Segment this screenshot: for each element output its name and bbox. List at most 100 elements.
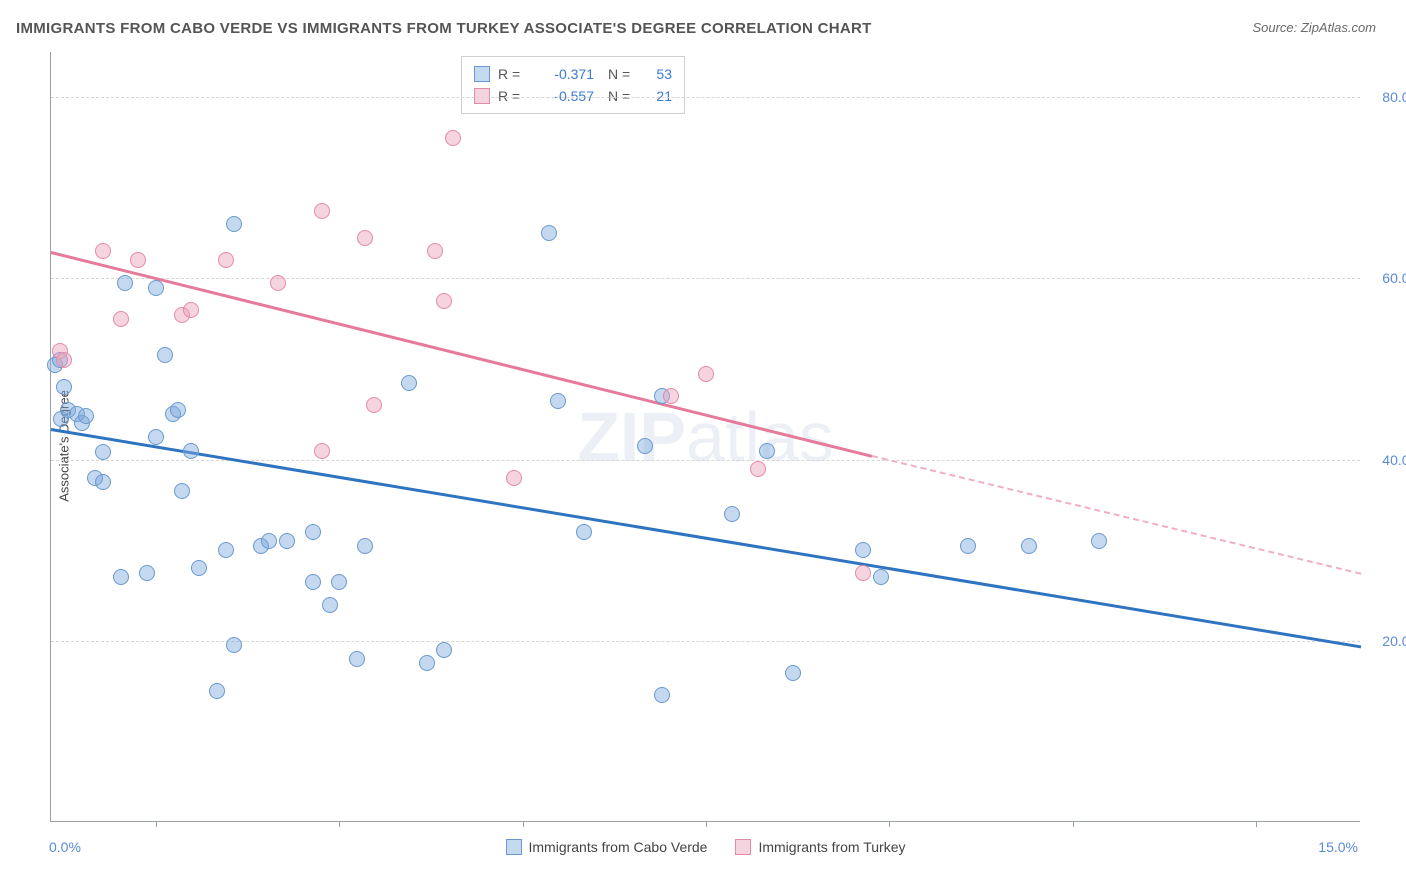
point-turkey — [698, 366, 714, 382]
n-label: N = — [608, 88, 634, 104]
point-cabo-verde — [855, 542, 871, 558]
point-cabo-verde — [550, 393, 566, 409]
point-turkey — [436, 293, 452, 309]
point-cabo-verde — [279, 533, 295, 549]
legend-label: Immigrants from Cabo Verde — [529, 839, 708, 855]
point-cabo-verde — [170, 402, 186, 418]
point-cabo-verde — [148, 429, 164, 445]
point-cabo-verde — [960, 538, 976, 554]
swatch-blue-icon — [474, 66, 490, 82]
point-cabo-verde — [419, 655, 435, 671]
legend-item-turkey: Immigrants from Turkey — [735, 839, 905, 855]
n-value-pink: 21 — [642, 88, 672, 104]
trend-line — [51, 428, 1361, 648]
point-cabo-verde — [148, 280, 164, 296]
y-tick-label: 40.0% — [1382, 452, 1406, 468]
point-turkey — [314, 443, 330, 459]
gridline-h — [51, 97, 1360, 98]
point-cabo-verde — [349, 651, 365, 667]
point-cabo-verde — [226, 216, 242, 232]
swatch-blue-icon — [506, 839, 522, 855]
y-tick-label: 80.0% — [1382, 89, 1406, 105]
point-cabo-verde — [95, 474, 111, 490]
point-cabo-verde — [218, 542, 234, 558]
point-cabo-verde — [78, 408, 94, 424]
point-turkey — [855, 565, 871, 581]
point-cabo-verde — [322, 597, 338, 613]
r-label: R = — [498, 66, 526, 82]
point-cabo-verde — [183, 443, 199, 459]
point-turkey — [445, 130, 461, 146]
point-cabo-verde — [56, 379, 72, 395]
swatch-pink-icon — [474, 88, 490, 104]
point-turkey — [218, 252, 234, 268]
point-turkey — [427, 243, 443, 259]
chart-title: IMMIGRANTS FROM CABO VERDE VS IMMIGRANTS… — [16, 20, 872, 37]
n-value-blue: 53 — [642, 66, 672, 82]
legend-item-cabo-verde: Immigrants from Cabo Verde — [506, 839, 708, 855]
y-tick-label: 60.0% — [1382, 270, 1406, 286]
trend-line — [872, 455, 1362, 575]
x-tick — [1073, 821, 1074, 827]
swatch-pink-icon — [735, 839, 751, 855]
point-cabo-verde — [191, 560, 207, 576]
point-turkey — [56, 352, 72, 368]
point-turkey — [183, 302, 199, 318]
point-cabo-verde — [305, 524, 321, 540]
point-cabo-verde — [541, 225, 557, 241]
x-tick — [1256, 821, 1257, 827]
x-tick — [156, 821, 157, 827]
point-turkey — [366, 397, 382, 413]
point-cabo-verde — [1021, 538, 1037, 554]
legend-row-blue: R = -0.371 N = 53 — [474, 63, 672, 85]
correlation-legend: R = -0.371 N = 53 R = -0.557 N = 21 — [461, 56, 685, 114]
point-cabo-verde — [139, 565, 155, 581]
point-cabo-verde — [576, 524, 592, 540]
point-turkey — [314, 203, 330, 219]
point-cabo-verde — [654, 687, 670, 703]
point-cabo-verde — [637, 438, 653, 454]
point-cabo-verde — [226, 637, 242, 653]
point-cabo-verde — [305, 574, 321, 590]
point-cabo-verde — [759, 443, 775, 459]
point-cabo-verde — [113, 569, 129, 585]
point-cabo-verde — [724, 506, 740, 522]
r-value-pink: -0.557 — [534, 88, 594, 104]
point-cabo-verde — [117, 275, 133, 291]
point-cabo-verde — [261, 533, 277, 549]
point-cabo-verde — [209, 683, 225, 699]
point-turkey — [750, 461, 766, 477]
x-tick — [889, 821, 890, 827]
x-tick — [523, 821, 524, 827]
point-turkey — [663, 388, 679, 404]
point-cabo-verde — [357, 538, 373, 554]
source-label: Source: ZipAtlas.com — [1252, 20, 1376, 35]
x-tick — [339, 821, 340, 827]
trend-line — [51, 251, 873, 457]
point-turkey — [130, 252, 146, 268]
x-tick — [706, 821, 707, 827]
point-cabo-verde — [436, 642, 452, 658]
point-cabo-verde — [785, 665, 801, 681]
point-cabo-verde — [174, 483, 190, 499]
point-cabo-verde — [331, 574, 347, 590]
point-turkey — [357, 230, 373, 246]
point-cabo-verde — [157, 347, 173, 363]
n-label: N = — [608, 66, 634, 82]
point-turkey — [270, 275, 286, 291]
plot-area: ZIPatlas R = -0.371 N = 53 R = -0.557 N … — [50, 52, 1360, 822]
point-turkey — [113, 311, 129, 327]
y-tick-label: 20.0% — [1382, 633, 1406, 649]
point-cabo-verde — [873, 569, 889, 585]
r-value-blue: -0.371 — [534, 66, 594, 82]
x-axis-min-label: 0.0% — [49, 839, 81, 855]
legend-row-pink: R = -0.557 N = 21 — [474, 85, 672, 107]
point-turkey — [506, 470, 522, 486]
point-cabo-verde — [95, 444, 111, 460]
legend-label: Immigrants from Turkey — [758, 839, 905, 855]
x-axis-max-label: 15.0% — [1318, 839, 1358, 855]
gridline-h — [51, 278, 1360, 279]
point-turkey — [95, 243, 111, 259]
point-cabo-verde — [1091, 533, 1107, 549]
r-label: R = — [498, 88, 526, 104]
